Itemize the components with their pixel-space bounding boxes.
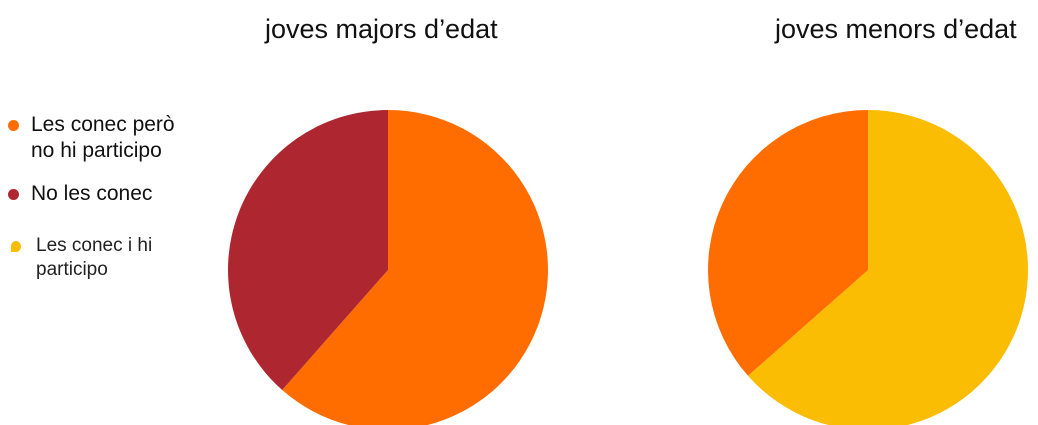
pie-1-slice-1 — [708, 110, 868, 376]
legend-swatch-orange — [8, 120, 19, 131]
legend-item-conec-participo: Les conec i hi participo — [11, 234, 152, 282]
pie-1-slice-0 — [747, 110, 1028, 425]
pie-0-slice-1 — [228, 110, 388, 391]
pie-0-slice-0 — [282, 110, 548, 425]
chart-title-majors: joves majors d’edat — [265, 14, 498, 44]
pie-1 — [708, 110, 1028, 425]
legend-label-conec-no-participo: Les conec però no hi participo — [31, 113, 175, 162]
legend-label-no-conec: No les conec — [31, 182, 153, 205]
legend-label-conec-participo: Les conec i hi participo — [36, 235, 153, 280]
legend-swatch-red — [8, 189, 19, 200]
legend-swatch-yellow — [11, 241, 21, 252]
legend-item-no-conec: No les conec — [8, 181, 152, 207]
chart-title-menors: joves menors d’edat — [775, 14, 1017, 44]
pie-0 — [228, 110, 548, 425]
legend-item-conec-no-participo: Les conec però no hi participo — [8, 112, 175, 164]
